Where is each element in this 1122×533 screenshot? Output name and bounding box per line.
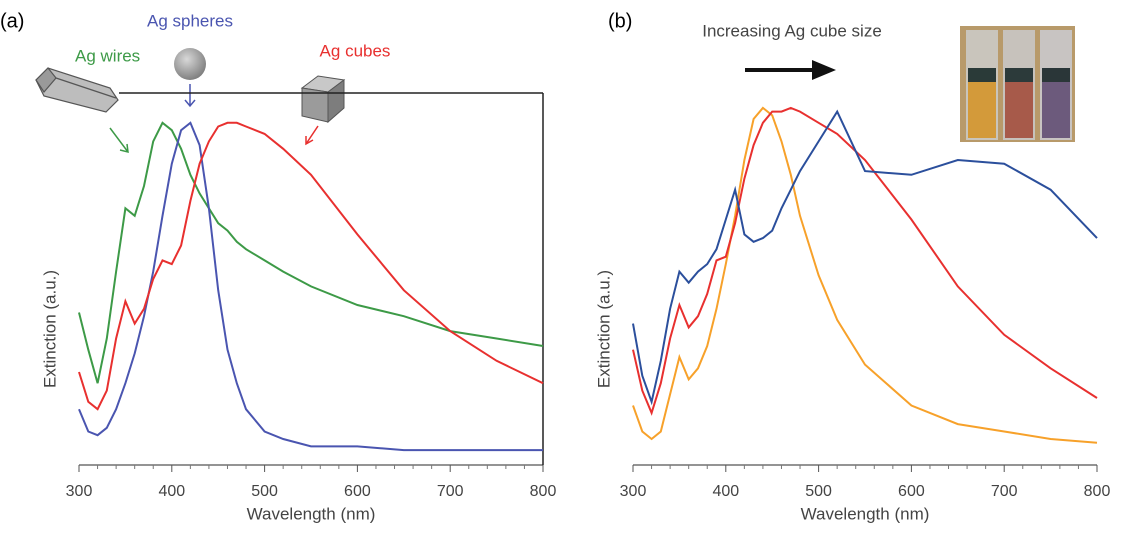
- size-arrow: [745, 60, 836, 80]
- data-line: [632, 109, 1098, 406]
- series-label: Ag spheres: [147, 11, 233, 30]
- data-line: [632, 106, 1098, 444]
- x-tick-label: 600: [898, 483, 925, 500]
- x-tick-label: 700: [991, 483, 1018, 500]
- x-tick-label: 800: [1084, 483, 1111, 500]
- x-axis-label: Wavelength (nm): [247, 504, 376, 523]
- x-axis-label: Wavelength (nm): [801, 504, 930, 523]
- data-line: [78, 121, 544, 411]
- cube-icon: [300, 75, 346, 124]
- annotation: Increasing Ag cube size: [702, 21, 882, 40]
- series-label: Ag wires: [75, 46, 140, 65]
- x-tick-label: 700: [437, 483, 464, 500]
- wire-icon: [35, 67, 119, 113]
- x-tick-label: 800: [530, 483, 557, 500]
- data-line: [78, 121, 543, 452]
- panel-label: (b): [608, 10, 632, 32]
- panel-label: (a): [0, 10, 24, 32]
- x-tick-label: 500: [251, 483, 278, 500]
- x-tick-label: 300: [620, 483, 647, 500]
- x-tick-label: 500: [805, 483, 832, 500]
- x-tick-label: 300: [66, 483, 93, 500]
- x-tick-label: 400: [158, 483, 185, 500]
- x-tick-label: 600: [344, 483, 371, 500]
- series-label: Ag cubes: [320, 41, 391, 60]
- pointer-arrows: [109, 84, 319, 153]
- photo-inset: [960, 26, 1075, 142]
- y-axis-label: Extinction (a.u.): [40, 270, 59, 388]
- sphere-icon: [174, 48, 206, 80]
- data-line: [632, 106, 1098, 416]
- y-axis-label: Extinction (a.u.): [594, 270, 613, 388]
- data-line: [78, 121, 544, 384]
- x-tick-label: 400: [712, 483, 739, 500]
